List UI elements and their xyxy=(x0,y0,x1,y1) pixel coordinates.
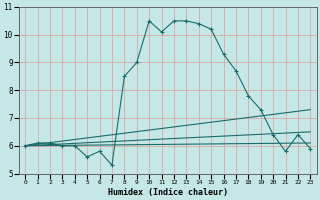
X-axis label: Humidex (Indice chaleur): Humidex (Indice chaleur) xyxy=(108,188,228,197)
